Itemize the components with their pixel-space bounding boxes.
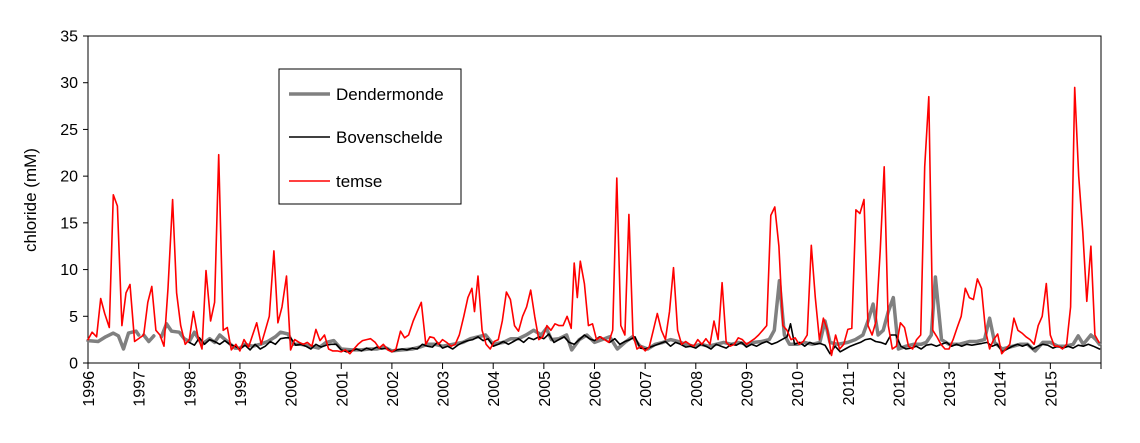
- x-tick-label-1996: 1996: [81, 371, 98, 407]
- legend-label-temse: temse: [336, 172, 382, 191]
- plot-area: [87, 35, 1102, 364]
- x-tick-label-2000: 2000: [284, 371, 301, 407]
- x-tick-label-2002: 2002: [385, 371, 402, 407]
- x-tick-label-2011: 2011: [841, 371, 858, 406]
- y-tick-label-0: 0: [69, 356, 78, 373]
- series-layer: [86, 86, 1102, 357]
- legend: Dendermonde Bovenschelde temse: [278, 68, 462, 205]
- x-tick-label-2015: 2015: [1043, 371, 1060, 407]
- x-tick-label-2006: 2006: [588, 371, 605, 407]
- legend-label-bovenschelde: Bovenschelde: [336, 128, 443, 147]
- x-tick-label-2010: 2010: [790, 371, 807, 407]
- series-line-temse: [87, 86, 1100, 357]
- x-tick-label-1999: 1999: [233, 371, 250, 407]
- x-tick-label-1997: 1997: [132, 371, 149, 407]
- x-tick-label-2003: 2003: [436, 371, 453, 407]
- x-tick-label-2013: 2013: [942, 371, 959, 407]
- x-tick-label-1998: 1998: [182, 371, 199, 407]
- y-tick-label-15: 15: [60, 215, 78, 232]
- y-axis-title: chloride (mM): [21, 148, 40, 252]
- x-tick-label-2008: 2008: [689, 371, 706, 407]
- y-tick-label-35: 35: [60, 29, 78, 46]
- x-tick-label-2007: 2007: [638, 371, 655, 407]
- x-tick-label-2009: 2009: [739, 371, 756, 407]
- series-line-bovenschelde: [188, 323, 1101, 355]
- x-tick-label-2014: 2014: [993, 371, 1010, 407]
- x-tick-label-2004: 2004: [486, 371, 503, 407]
- y-tick-label-5: 5: [69, 309, 78, 326]
- y-tick-label-10: 10: [60, 262, 78, 279]
- x-tick-label-2001: 2001: [334, 371, 351, 407]
- y-tick-label-30: 30: [60, 75, 78, 92]
- y-tick-label-25: 25: [60, 122, 78, 139]
- x-tick-label-2012: 2012: [891, 371, 908, 407]
- axis-layer: 0 5 10 15 20 25 30 35 1996 1997 1998 1999 2000 2001 20…: [60, 29, 1102, 407]
- y-tick-label-20: 20: [60, 169, 78, 186]
- x-tick-label-2005: 2005: [537, 371, 554, 407]
- legend-label-dendermonde: Dendermonde: [336, 85, 444, 104]
